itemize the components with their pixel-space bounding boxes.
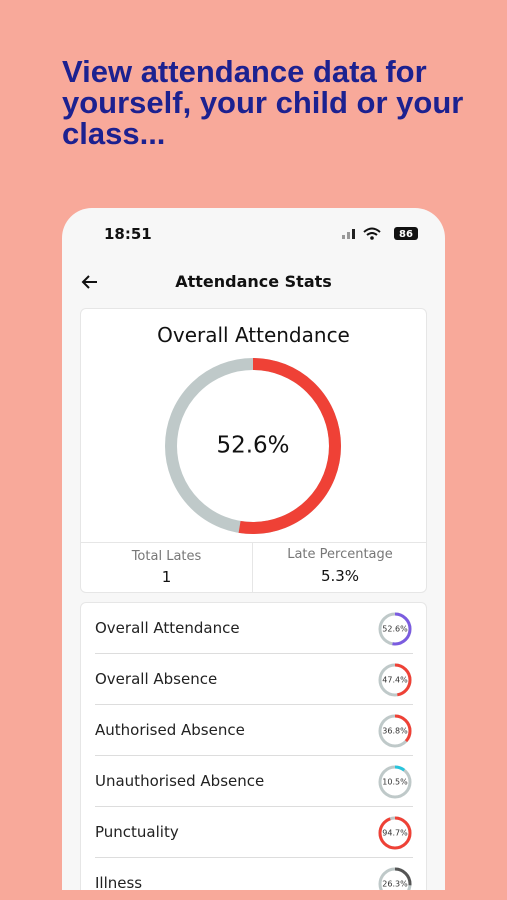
back-arrow[interactable] bbox=[81, 275, 97, 289]
ring-label: 26.3% bbox=[382, 880, 408, 889]
stat-label: Unauthorised Absence bbox=[95, 772, 265, 790]
stat-row: Illness 26.3% bbox=[95, 858, 413, 890]
stat-ring: 36.8% bbox=[378, 714, 412, 748]
overall-title: Overall Attendance bbox=[157, 323, 350, 347]
ring-arc bbox=[378, 816, 412, 850]
signal-bar bbox=[352, 229, 355, 239]
stats-list: Overall Attendance 52.6% Overall Absence 47… bbox=[80, 602, 427, 890]
ring-label: 52.6% bbox=[382, 625, 408, 634]
signal-bar bbox=[347, 232, 350, 239]
status-icons: 86 bbox=[342, 227, 418, 240]
total-lates: Total Lates 1 bbox=[81, 543, 253, 593]
ring-label: 52.6% bbox=[216, 433, 289, 459]
signal-bar bbox=[342, 235, 345, 239]
ring-label: 36.8% bbox=[382, 727, 408, 736]
late-percentage: Late Percentage 5.3% bbox=[254, 543, 426, 593]
stat-row: Overall Absence 47.4% bbox=[95, 654, 413, 705]
status-time: 18:51 bbox=[104, 225, 152, 243]
ring-arc bbox=[378, 867, 412, 890]
overall-donut: 52.6% bbox=[165, 358, 341, 534]
ring-arc bbox=[378, 765, 412, 799]
stat-row: Unauthorised Absence 10.5% bbox=[95, 756, 413, 807]
back-button[interactable] bbox=[80, 272, 100, 292]
stat-label: Overall Absence bbox=[95, 670, 218, 688]
stat-ring: 26.3% bbox=[378, 867, 412, 890]
stat-ring: 47.4% bbox=[378, 663, 412, 697]
late-percentage-label: Late Percentage bbox=[287, 547, 393, 562]
total-lates-label: Total Lates bbox=[131, 549, 202, 564]
stat-label: Authorised Absence bbox=[95, 721, 245, 739]
stat-row: Overall Attendance 52.6% bbox=[95, 603, 413, 654]
stat-label: Punctuality bbox=[95, 823, 179, 841]
lates-row: Total Lates 1 Late Percentage 5.3% bbox=[81, 542, 426, 593]
ring-arc bbox=[378, 663, 412, 697]
stat-label: Overall Attendance bbox=[95, 619, 240, 637]
ring-label: 94.7% bbox=[382, 829, 408, 838]
ring-label: 10.5% bbox=[382, 778, 408, 787]
ring-arc bbox=[378, 714, 412, 748]
ring-arc bbox=[165, 358, 341, 534]
late-percentage-value: 5.3% bbox=[320, 567, 360, 585]
headline: View attendance data for yourself, your … bbox=[62, 54, 464, 151]
screen-title: Attendance Stats bbox=[175, 272, 332, 291]
stat-ring: 52.6% bbox=[378, 612, 412, 646]
battery-level: 86 bbox=[399, 229, 413, 240]
stat-ring: 10.5% bbox=[378, 765, 412, 799]
battery bbox=[394, 227, 418, 240]
stat-ring: 94.7% bbox=[378, 816, 412, 850]
ring-arc bbox=[378, 612, 412, 646]
wifi-dot bbox=[370, 236, 374, 240]
stat-label: Illness bbox=[95, 874, 143, 890]
wifi-icon bbox=[363, 227, 381, 236]
stat-row: Authorised Absence 36.8% bbox=[95, 705, 413, 756]
ring-label: 47.4% bbox=[382, 676, 408, 685]
stat-row: Punctuality 94.7% bbox=[95, 807, 413, 858]
phone-screen: 18:51 86 Attendance Stats Overall Attend… bbox=[62, 208, 445, 890]
overall-card: Overall Attendance 52.6% Total Lates 1 L… bbox=[80, 308, 427, 593]
total-lates-value: 1 bbox=[161, 568, 172, 586]
